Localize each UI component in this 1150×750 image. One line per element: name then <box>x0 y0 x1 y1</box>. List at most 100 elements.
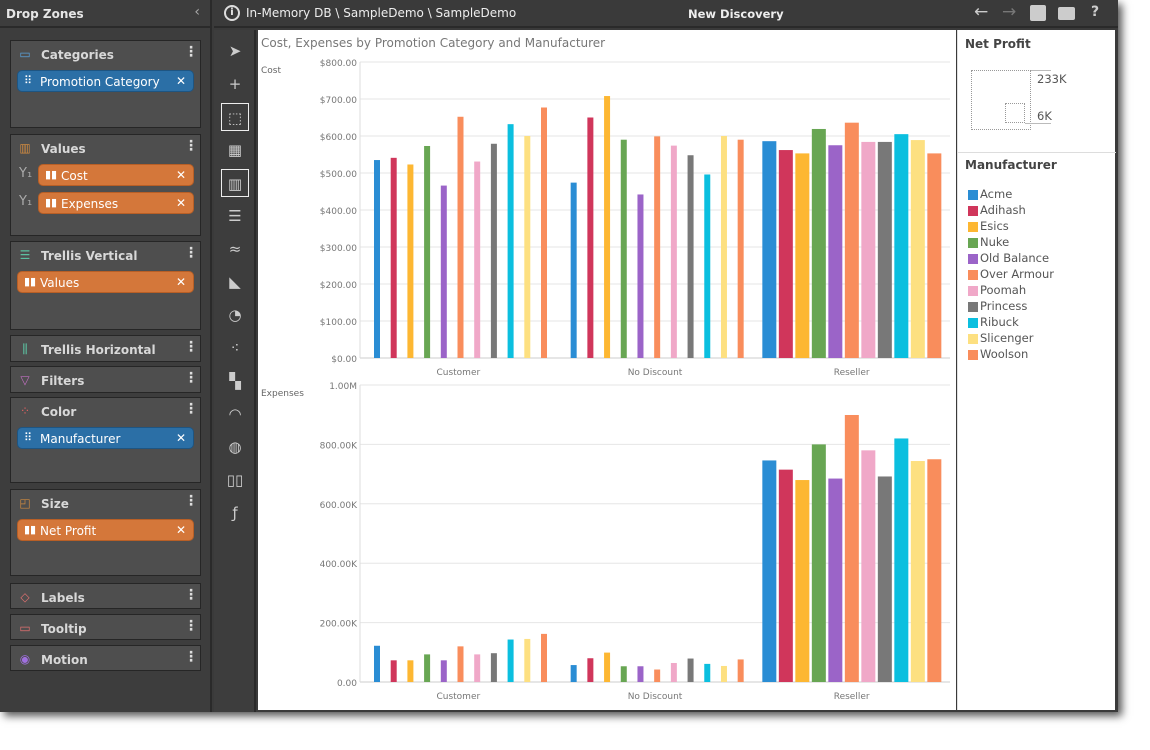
field-pill[interactable]: ▮▮ Expenses ✕ <box>38 192 194 214</box>
scatter-chart-icon[interactable]: ⁖ <box>230 339 240 357</box>
remove-icon[interactable]: ✕ <box>175 168 186 182</box>
help-icon[interactable]: ? <box>1091 4 1100 20</box>
treemap-icon[interactable]: ▚ <box>229 372 241 390</box>
column-chart-icon[interactable]: ▥ <box>221 169 249 197</box>
field-pill[interactable]: ⠿ Promotion Category ✕ <box>17 70 194 92</box>
bar-customer-over-armour <box>457 646 464 682</box>
legend-label: Princess <box>980 299 1028 313</box>
color-legend-title: Manufacturer <box>965 158 1057 172</box>
kebab-menu-icon[interactable]: ⋮ <box>184 649 198 665</box>
save-icon[interactable] <box>1030 5 1046 21</box>
legend-item[interactable]: Woolson <box>958 347 1116 363</box>
y-tick-label: $100.00 <box>320 318 357 328</box>
grid-chart-icon[interactable]: ▦ <box>227 141 243 159</box>
field-pill[interactable]: ▮▮ Net Profit ✕ <box>17 519 194 541</box>
field-pill[interactable]: ▮▮ Values ✕ <box>17 271 194 293</box>
field-pill[interactable]: ⠿ Manufacturer ✕ <box>17 427 194 449</box>
kebab-menu-icon[interactable]: ⋮ <box>184 44 198 60</box>
bar-no-discount-esics <box>604 96 611 358</box>
legend-item[interactable]: Ribuck <box>958 315 1116 331</box>
y1-axis-marker: Y₁ <box>19 194 33 209</box>
x-tick-label: No Discount <box>628 692 683 702</box>
drop-zone-label: Size <box>41 497 69 511</box>
drop-zone-label: Labels <box>41 591 85 605</box>
bar-customer-acme <box>374 645 380 682</box>
bar-no-discount-acme <box>570 182 577 358</box>
bar-reseller-woolson <box>927 459 942 682</box>
legend-item[interactable]: Nuke <box>958 235 1116 251</box>
line-chart-icon[interactable]: ≈ <box>228 240 242 258</box>
back-arrow-icon[interactable]: ← <box>974 2 989 22</box>
grid-icon: ⠿ <box>24 74 33 87</box>
chart-svg: Cost, Expenses by Promotion Category and… <box>261 36 950 702</box>
remove-icon[interactable]: ✕ <box>175 275 186 289</box>
legend-swatch <box>968 254 978 264</box>
gauge-icon[interactable]: ◠ <box>228 405 242 423</box>
drop-zone-motion[interactable]: ◉ Motion ⋮ <box>10 645 201 671</box>
drop-zone-label: Motion <box>41 653 88 667</box>
remove-icon[interactable]: ✕ <box>175 523 186 537</box>
drop-zone-color[interactable]: ⁘ Color ⋮ ⠿ Manufacturer ✕ <box>10 397 201 483</box>
drop-zone-size[interactable]: ◰ Size ⋮ ▮▮ Net Profit ✕ <box>10 489 201 576</box>
add-pointer-icon[interactable]: + <box>228 75 242 93</box>
drop-zone-filters[interactable]: ▽ Filters ⋮ <box>10 366 201 393</box>
print-icon[interactable] <box>1058 7 1075 20</box>
x-tick-label: Reseller <box>834 368 870 378</box>
kebab-menu-icon[interactable]: ⋮ <box>184 401 198 417</box>
select-icon[interactable]: ⬚ <box>221 103 249 131</box>
table-icon[interactable]: ▯▯ <box>226 471 244 489</box>
legend-item[interactable]: Old Balance <box>958 251 1116 267</box>
legend-item[interactable]: Poomah <box>958 283 1116 299</box>
drop-zone-labels[interactable]: ◇ Labels ⋮ <box>10 583 201 609</box>
drop-zone-trellis-horizontal[interactable]: ⫼ Trellis Horizontal ⋮ <box>10 335 201 362</box>
y-tick-label: 800.00K <box>320 441 358 451</box>
bar-no-discount-over-armour <box>654 136 661 358</box>
kebab-menu-icon[interactable]: ⋮ <box>184 138 198 154</box>
kebab-menu-icon[interactable]: ⋮ <box>184 493 198 509</box>
pointer-icon[interactable]: ➤ <box>228 42 242 60</box>
bar-customer-princess <box>490 653 497 682</box>
kebab-menu-icon[interactable]: ⋮ <box>184 370 198 386</box>
drop-zones-header: Drop Zones ‹ <box>0 0 210 28</box>
drop-zone-tooltip[interactable]: ▭ Tooltip ⋮ <box>10 614 201 640</box>
drop-zone-trellis-vertical[interactable]: ☰ Trellis Vertical ⋮ ▮▮ Values ✕ <box>10 241 201 330</box>
y-tick-label: 0.00 <box>337 679 357 689</box>
remove-icon[interactable]: ✕ <box>175 74 186 88</box>
bar-no-discount-woolson <box>737 659 744 682</box>
bar-reseller-princess <box>877 476 892 682</box>
drop-zone-values[interactable]: ▥ Values ⋮ ▮▮ Cost ✕ Y₁ ▮▮ Expenses ✕ Y₁ <box>10 134 201 236</box>
forward-arrow-icon[interactable]: → <box>1002 2 1017 22</box>
globe-icon[interactable]: ◍ <box>228 438 242 456</box>
formula-chart-icon[interactable]: ƒ <box>232 504 238 522</box>
legend-swatch <box>968 334 978 344</box>
bar-customer-ribuck <box>507 639 514 682</box>
legend-item[interactable]: Adihash <box>958 203 1116 219</box>
pie-chart-icon[interactable]: ◔ <box>228 306 242 324</box>
field-pill[interactable]: ▮▮ Cost ✕ <box>38 164 194 186</box>
bar-chart-icon[interactable]: ☰ <box>228 207 242 225</box>
kebab-menu-icon[interactable]: ⋮ <box>184 618 198 634</box>
remove-icon[interactable]: ✕ <box>175 196 186 210</box>
legend-item[interactable]: Esics <box>958 219 1116 235</box>
kebab-menu-icon[interactable]: ⋮ <box>184 339 198 355</box>
collapse-chevron-icon[interactable]: ‹ <box>194 4 200 20</box>
bar-reseller-over-armour <box>844 122 859 359</box>
pill-label: Net Profit <box>40 524 97 538</box>
remove-icon[interactable]: ✕ <box>175 431 186 445</box>
kebab-menu-icon[interactable]: ⋮ <box>184 587 198 603</box>
legend-item[interactable]: Princess <box>958 299 1116 315</box>
kebab-menu-icon[interactable]: ⋮ <box>184 245 198 261</box>
area-chart-icon[interactable]: ◣ <box>229 273 241 291</box>
size-legend-large-box <box>971 70 1031 130</box>
drop-zone-categories[interactable]: ▭ Categories ⋮ ⠿ Promotion Category ✕ <box>10 40 201 128</box>
breadcrumb: In-Memory DB \ SampleDemo \ SampleDemo <box>246 6 517 20</box>
legend-item[interactable]: Acme <box>958 187 1116 203</box>
info-icon[interactable]: i <box>224 5 240 21</box>
bar-customer-esics <box>407 164 414 358</box>
y-tick-label: $500.00 <box>320 170 357 180</box>
legend-item[interactable]: Over Armour <box>958 267 1116 283</box>
y-tick-label: $200.00 <box>320 281 357 291</box>
panel-axis-title: Expenses <box>261 389 304 399</box>
bar-reseller-slicenger <box>910 461 925 682</box>
legend-item[interactable]: Slicenger <box>958 331 1116 347</box>
